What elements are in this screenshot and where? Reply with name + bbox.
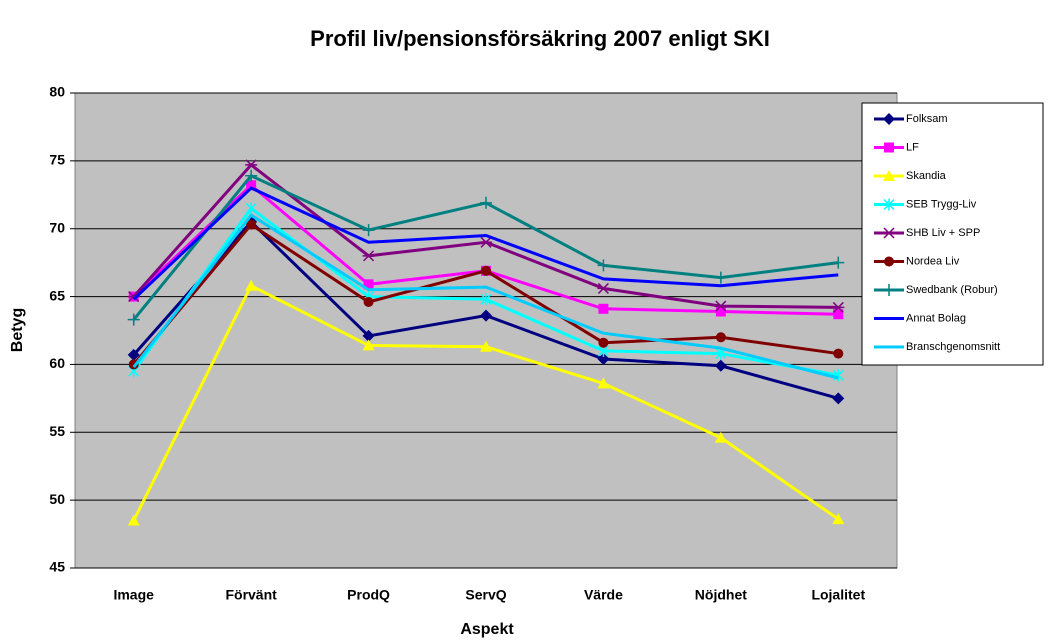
marker <box>833 348 844 359</box>
marker <box>245 202 257 215</box>
x-tick-label: Värde <box>584 587 623 603</box>
marker <box>480 196 492 209</box>
marker <box>362 250 375 262</box>
marker <box>480 340 492 352</box>
y-tick-label: 50 <box>49 491 65 507</box>
y-tick-label: 45 <box>49 559 65 575</box>
marker <box>883 198 895 211</box>
legend: Folksam LF Skandia SEB Trygg-Liv SHB Liv + S… <box>861 102 1044 366</box>
legend-label: Folksam <box>906 113 948 125</box>
chart-title: Profil liv/pensionsförsäkring 2007 enlig… <box>310 26 770 51</box>
x-tick-label: ServQ <box>465 587 506 603</box>
legend-label: SEB Trygg-Liv <box>906 198 977 210</box>
marker <box>715 332 726 343</box>
marker <box>884 142 894 153</box>
series <box>127 169 845 326</box>
legend-label: Annat Bolag <box>906 312 966 324</box>
series <box>128 219 844 370</box>
series <box>127 279 845 526</box>
marker <box>715 306 726 317</box>
x-tick-label: Image <box>113 587 154 603</box>
marker <box>883 284 895 296</box>
x-tick-label: ProdQ <box>347 587 390 603</box>
marker <box>362 329 375 342</box>
marker <box>714 359 727 372</box>
marker <box>884 256 894 267</box>
marker <box>127 313 140 326</box>
marker <box>245 279 258 291</box>
y-tick-label: 65 <box>49 287 65 303</box>
plot-area <box>74 92 898 569</box>
marker <box>362 224 375 237</box>
marker <box>714 431 727 443</box>
series <box>132 213 839 380</box>
y-tick-label: 80 <box>49 84 65 100</box>
marker <box>363 297 374 307</box>
marker <box>246 180 257 191</box>
marker <box>127 348 140 361</box>
marker <box>598 337 609 348</box>
marker <box>363 279 374 290</box>
x-axis-label: Aspekt <box>460 621 514 638</box>
marker <box>597 377 610 389</box>
y-axis-label: Betyg <box>9 308 26 352</box>
marker <box>832 392 845 405</box>
marker <box>127 514 140 526</box>
marker <box>598 303 609 314</box>
marker <box>481 265 491 276</box>
legend-label: LF <box>906 141 919 153</box>
marker <box>883 170 895 181</box>
x-tick-label: Nöjdhet <box>695 587 747 603</box>
marker <box>597 353 610 365</box>
legend-label: Branschgenomsnitt <box>906 341 1000 353</box>
marker <box>245 169 258 182</box>
line <box>132 186 839 301</box>
y-tick-label: 70 <box>49 219 65 235</box>
marker <box>480 309 492 322</box>
series <box>128 202 844 382</box>
y-tick-label: 55 <box>49 423 65 439</box>
series <box>127 159 845 313</box>
marker <box>480 236 492 248</box>
y-tick-label: 60 <box>49 355 65 371</box>
marker <box>714 300 727 312</box>
marker <box>480 293 492 306</box>
marker <box>883 113 895 125</box>
marker <box>362 339 375 351</box>
y-tick-label: 75 <box>49 152 65 168</box>
marker <box>883 227 895 239</box>
legend-label: Skandia <box>906 170 947 182</box>
legend-label: Nordea Liv <box>906 255 960 267</box>
line <box>132 213 839 380</box>
marker <box>246 219 257 230</box>
marker <box>245 159 258 171</box>
legend-label: Swedbank (Robur) <box>906 284 998 296</box>
marker <box>597 282 610 294</box>
marker <box>832 513 845 525</box>
marker <box>832 256 845 269</box>
series <box>132 186 839 301</box>
x-tick-label: Förvänt <box>225 587 277 603</box>
legend-label: SHB Liv + SPP <box>906 227 980 239</box>
marker <box>832 301 845 313</box>
marker <box>714 271 727 284</box>
x-tick-label: Lojalitet <box>811 587 865 603</box>
marker <box>833 309 844 320</box>
marker <box>597 259 610 272</box>
